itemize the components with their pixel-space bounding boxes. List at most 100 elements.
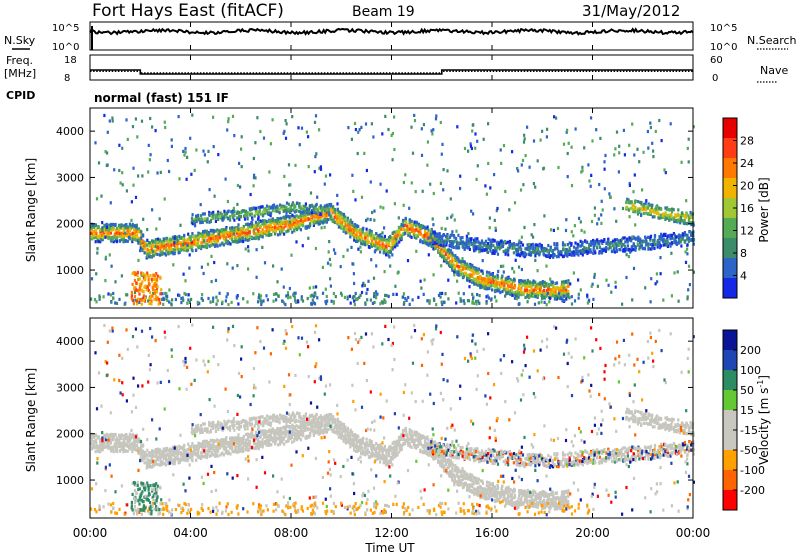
velocity-cell <box>162 457 165 461</box>
power-cell <box>295 224 298 228</box>
power-cell <box>591 241 594 245</box>
power-cell <box>204 241 207 245</box>
power-cell <box>564 251 567 255</box>
power-cell <box>507 253 510 257</box>
power-cell <box>664 217 667 222</box>
velocity-cell <box>148 462 151 466</box>
power-cell <box>361 284 364 288</box>
power-cell <box>468 247 471 251</box>
power-cell <box>330 208 333 212</box>
power-cell <box>310 211 314 215</box>
power-cell <box>263 220 266 225</box>
power-cell <box>278 227 281 231</box>
power-cell <box>271 219 274 223</box>
power-cell <box>634 205 637 209</box>
power-cell <box>313 218 316 222</box>
power-cell <box>258 293 261 297</box>
power-cell <box>566 250 569 254</box>
power-cell <box>181 296 184 300</box>
power-cell <box>373 236 376 241</box>
power-cell <box>568 241 571 245</box>
power-cell <box>269 214 272 218</box>
power-cell <box>477 247 480 251</box>
power-cell <box>393 240 397 244</box>
power-cell <box>645 199 648 203</box>
power-cell <box>579 251 583 255</box>
power-cell <box>285 201 289 205</box>
power-cell <box>172 248 175 252</box>
power-cell <box>204 244 207 249</box>
power-cell <box>588 298 591 302</box>
power-cell <box>308 209 311 214</box>
power-cell <box>636 242 639 246</box>
velocity-cell <box>97 450 100 454</box>
power-cell <box>534 280 537 284</box>
power-cell <box>564 285 567 289</box>
power-cell <box>253 228 256 232</box>
power-cell <box>426 163 429 167</box>
power-cell <box>365 227 368 231</box>
power-cell <box>605 246 608 250</box>
velocity-cell <box>99 450 102 454</box>
power-cell <box>231 226 234 230</box>
power-cell <box>283 204 286 208</box>
power-cell <box>590 173 593 177</box>
power-cell <box>529 246 532 250</box>
power-cell <box>145 243 149 247</box>
power-cell <box>686 252 689 256</box>
power-cell <box>270 206 273 210</box>
power-cell <box>216 299 219 303</box>
power-cell <box>265 208 268 212</box>
power-cell <box>242 239 245 244</box>
power-cell <box>500 284 503 288</box>
power-cell <box>502 270 505 274</box>
power-cell <box>214 243 217 248</box>
power-cell <box>303 213 306 217</box>
power-cell <box>532 182 535 186</box>
power-cell <box>679 234 682 238</box>
power-cell <box>201 244 204 248</box>
power-cell <box>422 292 425 296</box>
power-cell <box>120 225 123 229</box>
power-cell <box>229 226 232 230</box>
power-cell <box>232 216 235 220</box>
power-cell <box>382 250 385 254</box>
power-cell <box>535 291 538 295</box>
power-cell <box>165 297 168 301</box>
power-cell <box>142 274 145 278</box>
power-cell <box>274 222 277 226</box>
power-cell <box>259 205 263 209</box>
power-cell <box>124 223 127 227</box>
power-cell <box>213 260 216 265</box>
velocity-cell <box>90 438 93 442</box>
power-cell <box>176 239 179 243</box>
power-cell <box>473 267 476 271</box>
power-cell <box>463 271 466 275</box>
power-cell <box>112 291 115 296</box>
power-cell <box>402 292 405 296</box>
power-cell <box>455 301 458 305</box>
power-cell <box>487 246 490 250</box>
power-cell <box>346 295 349 299</box>
power-cell <box>504 189 507 194</box>
power-cell <box>560 280 564 284</box>
power-cell <box>543 285 546 289</box>
power-cell <box>172 252 175 256</box>
power-cell <box>262 222 265 226</box>
power-cell <box>545 282 548 286</box>
power-cell <box>656 238 659 242</box>
power-cell <box>631 298 634 302</box>
power-cell <box>519 279 522 283</box>
power-cell <box>562 283 565 288</box>
power-cell <box>365 218 368 223</box>
power-cell <box>503 288 506 292</box>
power-cell <box>300 126 304 130</box>
power-cell <box>625 200 628 204</box>
velocity-cell <box>131 448 134 452</box>
power-cell <box>238 229 241 234</box>
power-cell <box>472 245 475 249</box>
power-cell <box>263 208 266 212</box>
power-cell <box>261 231 264 235</box>
power-cell <box>566 243 569 247</box>
power-cell <box>183 153 186 157</box>
